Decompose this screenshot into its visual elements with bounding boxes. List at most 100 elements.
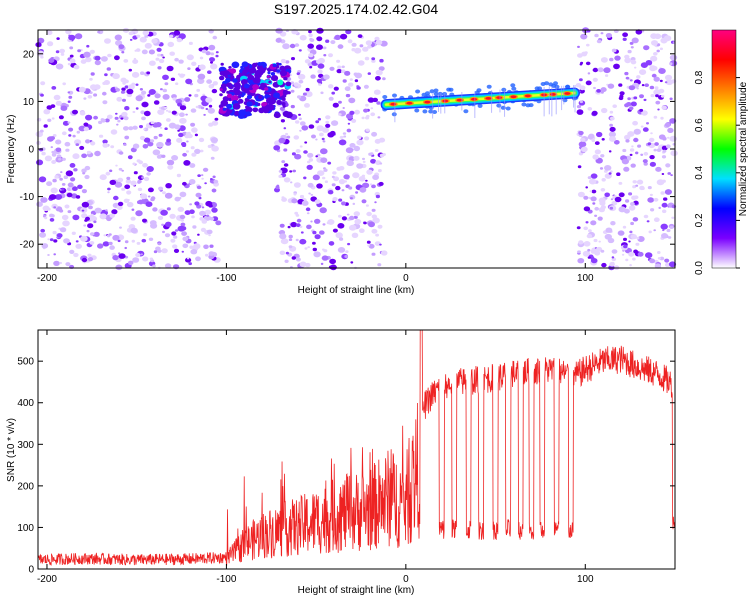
trace-halo bbox=[429, 89, 435, 94]
y-tick-label: 400 bbox=[17, 398, 34, 409]
noise-speckle bbox=[190, 146, 195, 150]
noise-speckle bbox=[130, 216, 136, 221]
noise-speckle bbox=[303, 150, 308, 154]
noise-speckle bbox=[623, 244, 628, 249]
noise-speckle bbox=[123, 143, 127, 146]
noise-speckle bbox=[349, 197, 353, 200]
noise-speckle bbox=[194, 93, 199, 98]
noise-speckle bbox=[44, 216, 48, 220]
noise-speckle bbox=[656, 49, 660, 53]
noise-speckle bbox=[600, 188, 606, 192]
noise-speckle bbox=[81, 153, 87, 159]
noise-speckle bbox=[306, 164, 313, 170]
noise-speckle bbox=[608, 136, 617, 142]
noise-speckle bbox=[348, 156, 355, 162]
noise-speckle bbox=[594, 214, 598, 217]
noise-speckle bbox=[147, 141, 154, 147]
noise-speckle bbox=[203, 113, 206, 116]
noise-speckle bbox=[641, 110, 648, 116]
noise-speckle bbox=[671, 79, 677, 84]
noise-speckle bbox=[375, 39, 383, 46]
blob-speckle bbox=[264, 87, 269, 91]
noise-speckle bbox=[348, 82, 354, 87]
noise-speckle bbox=[651, 40, 658, 46]
noise-speckle bbox=[280, 58, 287, 64]
noise-speckle bbox=[601, 262, 607, 268]
noise-speckle bbox=[210, 52, 215, 56]
blob-speckle bbox=[278, 62, 282, 66]
noise-speckle bbox=[332, 171, 337, 175]
noise-speckle bbox=[298, 73, 306, 80]
noise-speckle bbox=[376, 101, 381, 105]
noise-speckle bbox=[337, 223, 345, 229]
noise-speckle bbox=[317, 69, 323, 74]
noise-speckle bbox=[285, 251, 289, 255]
noise-speckle bbox=[592, 202, 596, 205]
blob-speckle bbox=[272, 63, 277, 68]
noise-speckle bbox=[320, 262, 324, 265]
noise-speckle bbox=[656, 148, 662, 152]
noise-speckle bbox=[658, 206, 661, 209]
noise-speckle bbox=[87, 257, 94, 262]
noise-speckle bbox=[300, 231, 304, 234]
noise-speckle bbox=[167, 41, 175, 48]
noise-speckle bbox=[662, 136, 667, 141]
noise-speckle bbox=[190, 108, 197, 113]
trace-halo bbox=[528, 103, 534, 108]
noise-speckle bbox=[283, 177, 291, 183]
noise-speckle bbox=[320, 148, 328, 155]
noise-speckle bbox=[152, 264, 156, 268]
blob-speckle bbox=[248, 68, 256, 74]
noise-speckle bbox=[587, 176, 592, 180]
noise-speckle bbox=[142, 218, 147, 223]
noise-speckle bbox=[647, 197, 655, 203]
noise-speckle bbox=[667, 172, 671, 175]
noise-speckle bbox=[655, 94, 659, 98]
blob-speckle bbox=[273, 92, 280, 99]
noise-speckle bbox=[118, 167, 123, 171]
noise-speckle bbox=[650, 33, 658, 39]
noise-speckle bbox=[86, 150, 91, 155]
noise-speckle bbox=[159, 126, 163, 129]
noise-speckle bbox=[72, 153, 80, 160]
noise-speckle bbox=[89, 77, 93, 81]
noise-speckle bbox=[280, 167, 285, 171]
noise-speckle bbox=[93, 93, 98, 97]
noise-speckle bbox=[310, 193, 314, 196]
noise-speckle bbox=[308, 124, 315, 129]
noise-speckle bbox=[605, 74, 609, 77]
noise-speckle bbox=[98, 120, 103, 125]
noise-speckle bbox=[297, 95, 302, 99]
noise-speckle bbox=[82, 172, 86, 175]
noise-speckle bbox=[342, 107, 345, 109]
trace-halo bbox=[548, 82, 554, 87]
noise-speckle bbox=[213, 179, 219, 184]
trace-hotspot bbox=[406, 101, 413, 105]
noise-speckle bbox=[307, 160, 311, 164]
noise-speckle bbox=[304, 103, 310, 108]
noise-speckle bbox=[62, 220, 70, 227]
blob-speckle bbox=[246, 101, 253, 107]
noise-speckle bbox=[124, 246, 127, 250]
noise-speckle bbox=[628, 192, 633, 196]
noise-speckle bbox=[590, 196, 597, 202]
noise-speckle bbox=[294, 153, 302, 160]
noise-speckle bbox=[146, 172, 151, 176]
noise-speckle bbox=[321, 255, 329, 261]
trace-halo bbox=[553, 81, 558, 86]
noise-speckle bbox=[143, 176, 150, 182]
noise-speckle bbox=[643, 45, 650, 51]
noise-speckle bbox=[366, 240, 371, 244]
noise-speckle bbox=[67, 62, 71, 66]
noise-speckle bbox=[317, 170, 325, 177]
noise-speckle bbox=[85, 114, 93, 121]
noise-speckle bbox=[192, 225, 197, 229]
noise-speckle bbox=[166, 65, 174, 72]
noise-speckle bbox=[126, 88, 134, 95]
noise-speckle bbox=[278, 137, 286, 144]
noise-speckle bbox=[578, 141, 587, 148]
blob-speckle bbox=[220, 99, 229, 107]
noise-speckle bbox=[667, 127, 674, 133]
noise-speckle bbox=[646, 220, 650, 223]
